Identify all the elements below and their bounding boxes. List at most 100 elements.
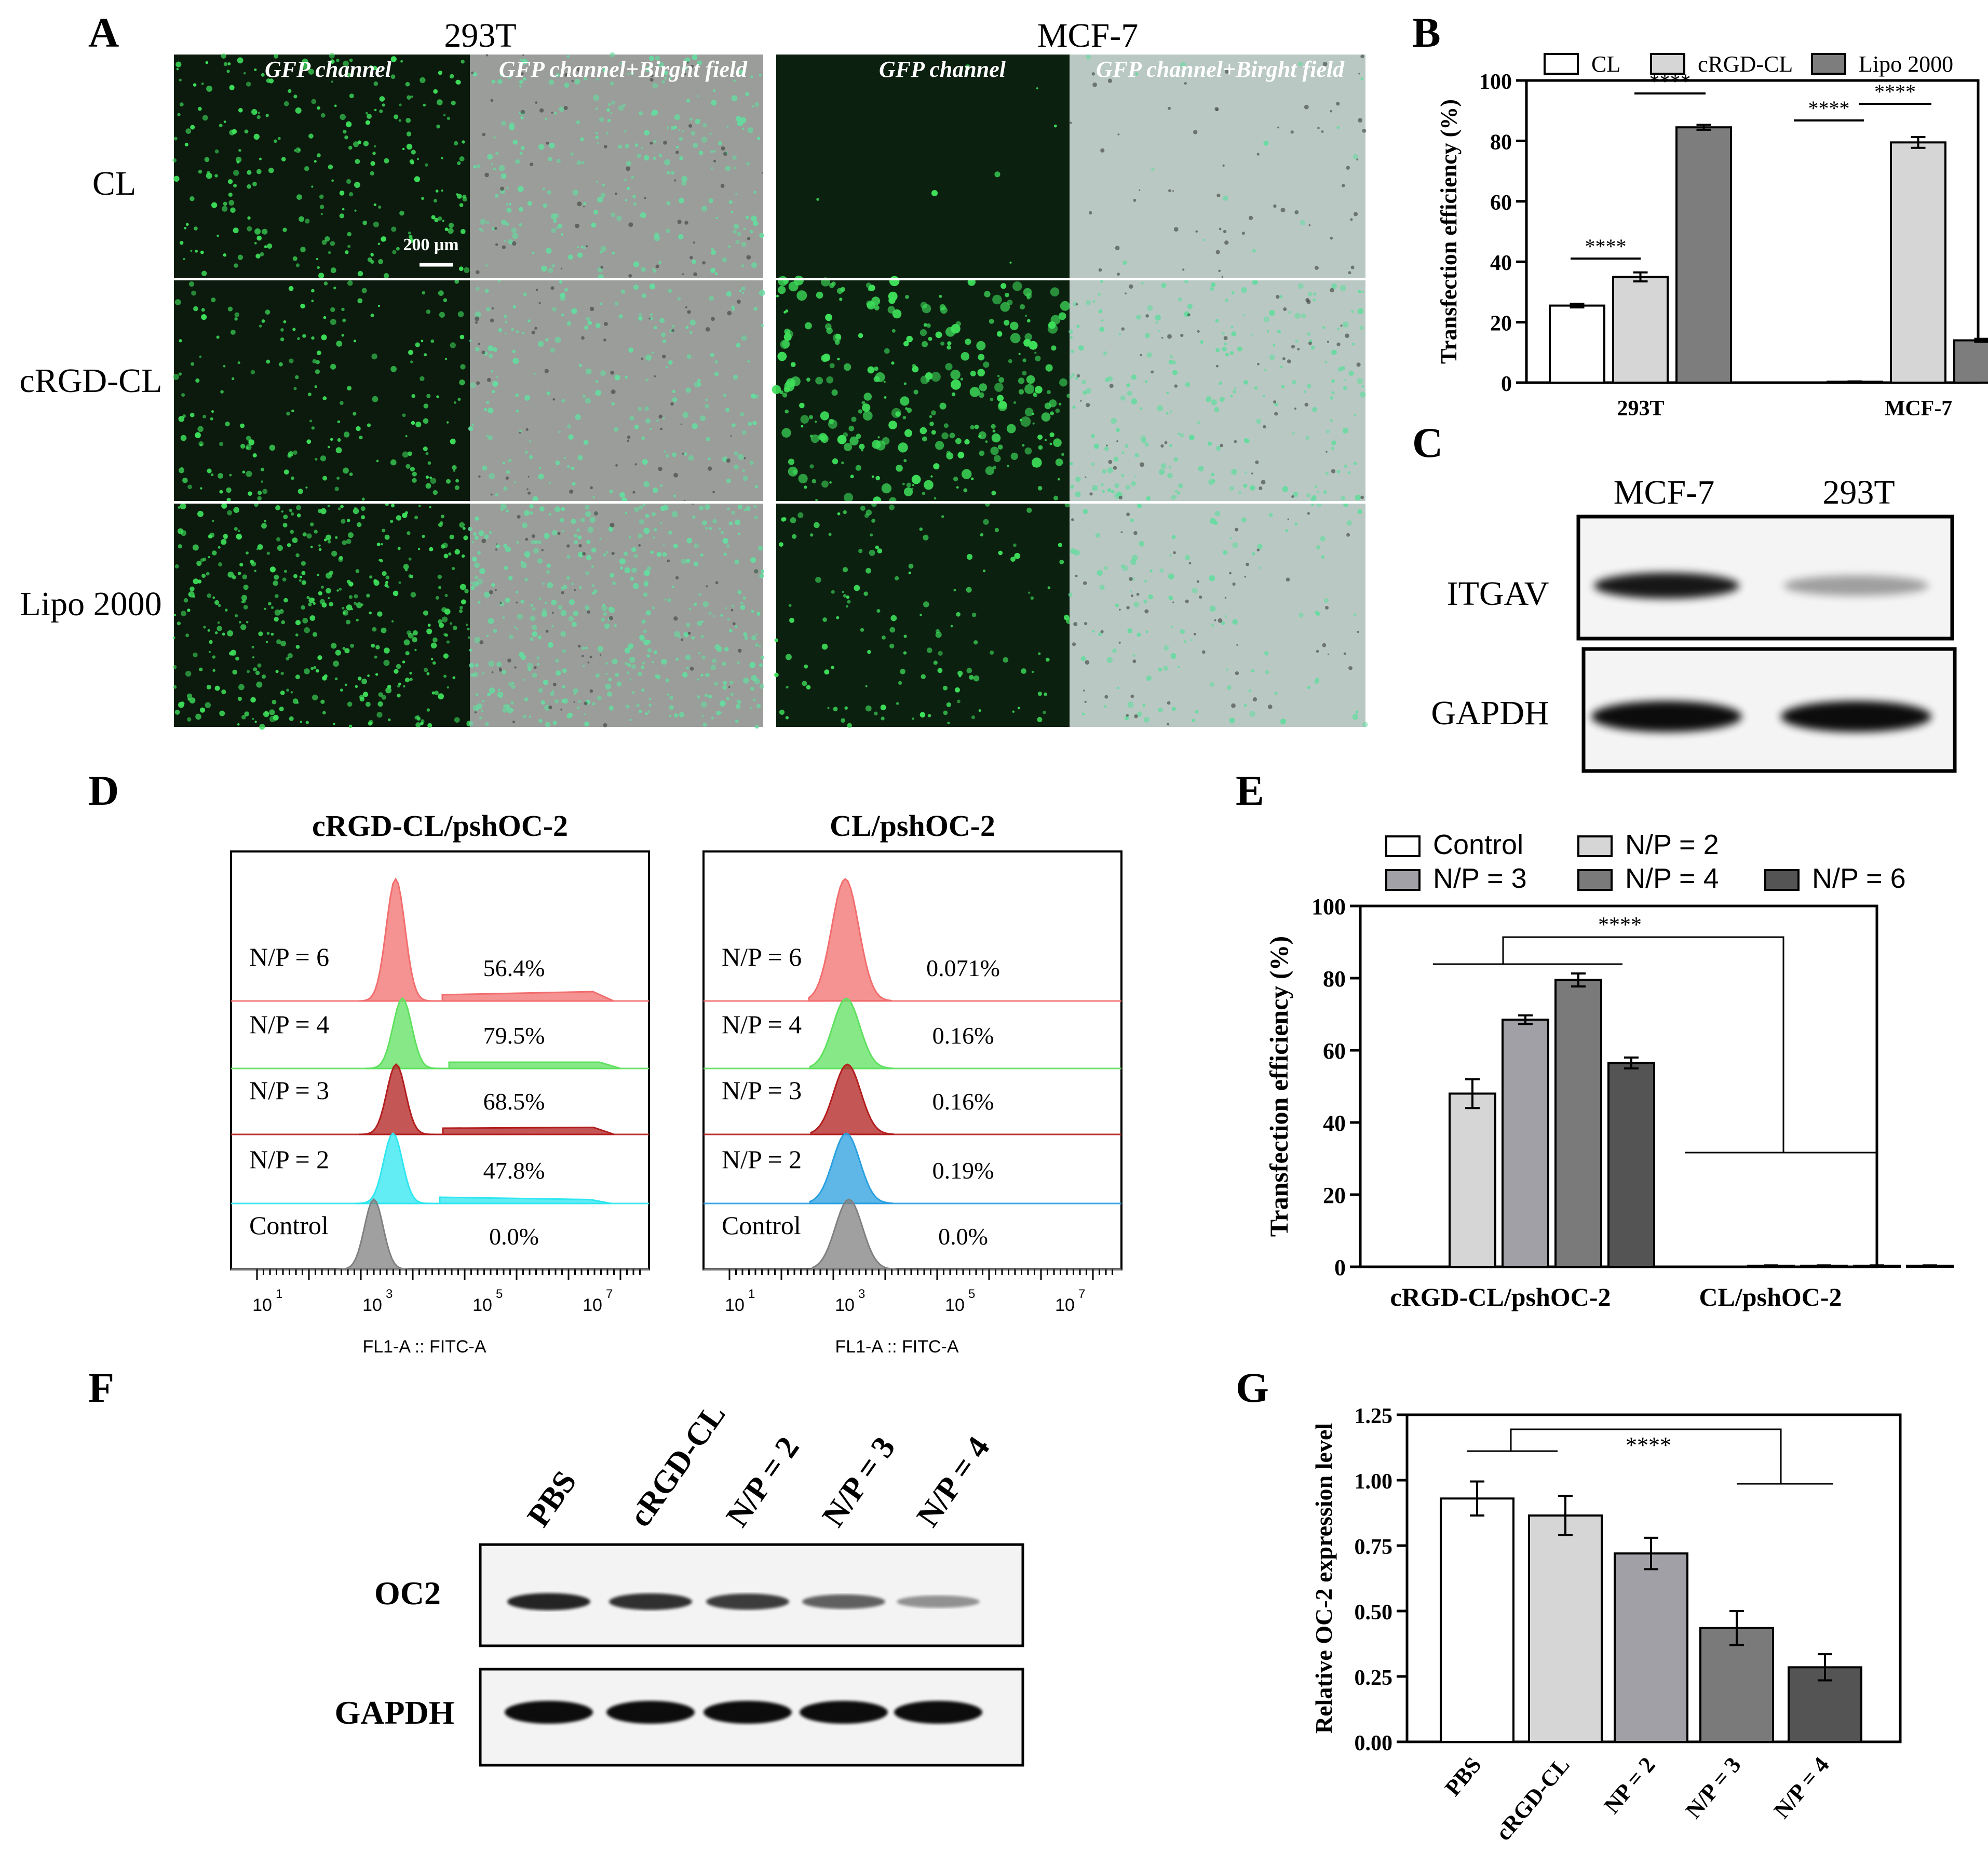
gfp-cell [625, 512, 628, 515]
gfp-cell [1277, 329, 1281, 334]
gfp-cell [1070, 462, 1073, 466]
gfp-cell [700, 634, 704, 639]
gfp-cell [731, 511, 735, 515]
dark-debris [673, 616, 678, 621]
gfp-cell [821, 643, 828, 650]
gfp-cell [479, 227, 482, 231]
gfp-cell [646, 654, 650, 658]
gfp-cell [1226, 685, 1232, 690]
dark-debris [1257, 362, 1260, 366]
gfp-cell [240, 423, 245, 428]
dark-debris [571, 79, 574, 83]
gfp-cell [650, 313, 653, 316]
gfp-cell [506, 203, 509, 206]
gfp-cell [356, 618, 359, 622]
gfp-cell [1020, 416, 1031, 427]
gfp-cell [756, 612, 761, 616]
gfp-cell [1321, 555, 1325, 559]
dark-debris [610, 522, 615, 527]
gfp-cell [891, 361, 895, 365]
gfp-cell [543, 203, 548, 208]
gfp-cell [479, 716, 482, 720]
gfp-cell [1231, 469, 1237, 475]
gfp-cell [335, 447, 342, 453]
gfp-cell [255, 670, 260, 675]
gfp-cell [414, 516, 418, 520]
gfp-cell [719, 527, 721, 530]
gfp-cell [739, 70, 744, 74]
gfp-cell [252, 718, 254, 720]
gfp-cell [237, 696, 242, 701]
gfp-cell [1320, 536, 1326, 542]
dark-debris [505, 476, 509, 480]
gfp-cell [185, 633, 190, 638]
gfp-cell [997, 395, 1004, 402]
band-gapdh [606, 1701, 695, 1724]
gfp-cell [1091, 434, 1095, 438]
gfp-cell [290, 512, 294, 516]
gfp-cell [638, 407, 642, 411]
gfp-cell [750, 707, 753, 709]
gfp-cell [313, 666, 317, 669]
micrograph-tile [1070, 55, 1365, 278]
gfp-cell [506, 509, 509, 513]
gfp-cell [808, 415, 813, 419]
gfp-cell [293, 574, 297, 578]
gfp-cell [407, 95, 411, 100]
gfp-cell [700, 553, 704, 557]
gfp-cell [459, 522, 465, 528]
dark-debris [541, 549, 544, 551]
gfp-cell [1245, 471, 1248, 474]
gfp-cell [294, 150, 296, 152]
gfp-cell [468, 526, 472, 532]
dark-debris [728, 686, 731, 688]
gfp-cell [692, 515, 696, 519]
gfp-cell [321, 602, 327, 608]
dark-debris [711, 317, 715, 321]
gfp-cell [423, 610, 428, 616]
gfp-cell [889, 276, 900, 287]
gfp-cell [990, 651, 994, 655]
gfp-cell [337, 420, 341, 424]
gfp-cell [568, 434, 574, 440]
gfp-cell [550, 692, 555, 696]
gfp-cell [997, 375, 1000, 377]
gfp-cell [342, 318, 346, 322]
gfp-cell [842, 567, 848, 573]
gfp-cell [484, 408, 487, 411]
gfp-cell [412, 637, 417, 643]
gfp-cell [539, 506, 545, 512]
blot-c-lane-293t: 293T [1822, 473, 1895, 511]
gfp-cell [223, 534, 228, 539]
gfp-cell [1259, 566, 1262, 569]
gfp-cell [423, 403, 429, 409]
gfp-cell [708, 295, 714, 301]
gfp-cell [229, 85, 235, 90]
gfp-cell [751, 215, 757, 222]
dark-debris [1086, 403, 1090, 408]
gfp-cell [777, 351, 787, 361]
gfp-cell [425, 163, 428, 167]
gfp-cell [998, 377, 1005, 383]
gfp-cell [662, 544, 665, 546]
gfp-cell [1211, 399, 1217, 405]
gfp-cell [545, 722, 551, 727]
gfp-cell [481, 229, 484, 233]
gfp-cell [681, 130, 684, 133]
x-category-label: N/P = 4 [1769, 1752, 1834, 1823]
dark-debris [1357, 630, 1359, 633]
gfp-cell [608, 706, 614, 711]
gfp-cell [384, 158, 389, 164]
gfp-cell [653, 140, 657, 143]
gfp-cell [314, 530, 318, 534]
gfp-cell [694, 382, 700, 388]
gfp-cell [1158, 330, 1160, 333]
gfp-cell [656, 419, 659, 422]
gfp-cell [342, 610, 349, 616]
gfp-cell [780, 340, 790, 349]
x-category-label: MCF-7 [1885, 397, 1953, 421]
gfp-cell [843, 594, 847, 598]
y-tick-label: 0 [1334, 1255, 1346, 1280]
gfp-cell [254, 242, 257, 245]
gfp-cell [518, 112, 521, 114]
